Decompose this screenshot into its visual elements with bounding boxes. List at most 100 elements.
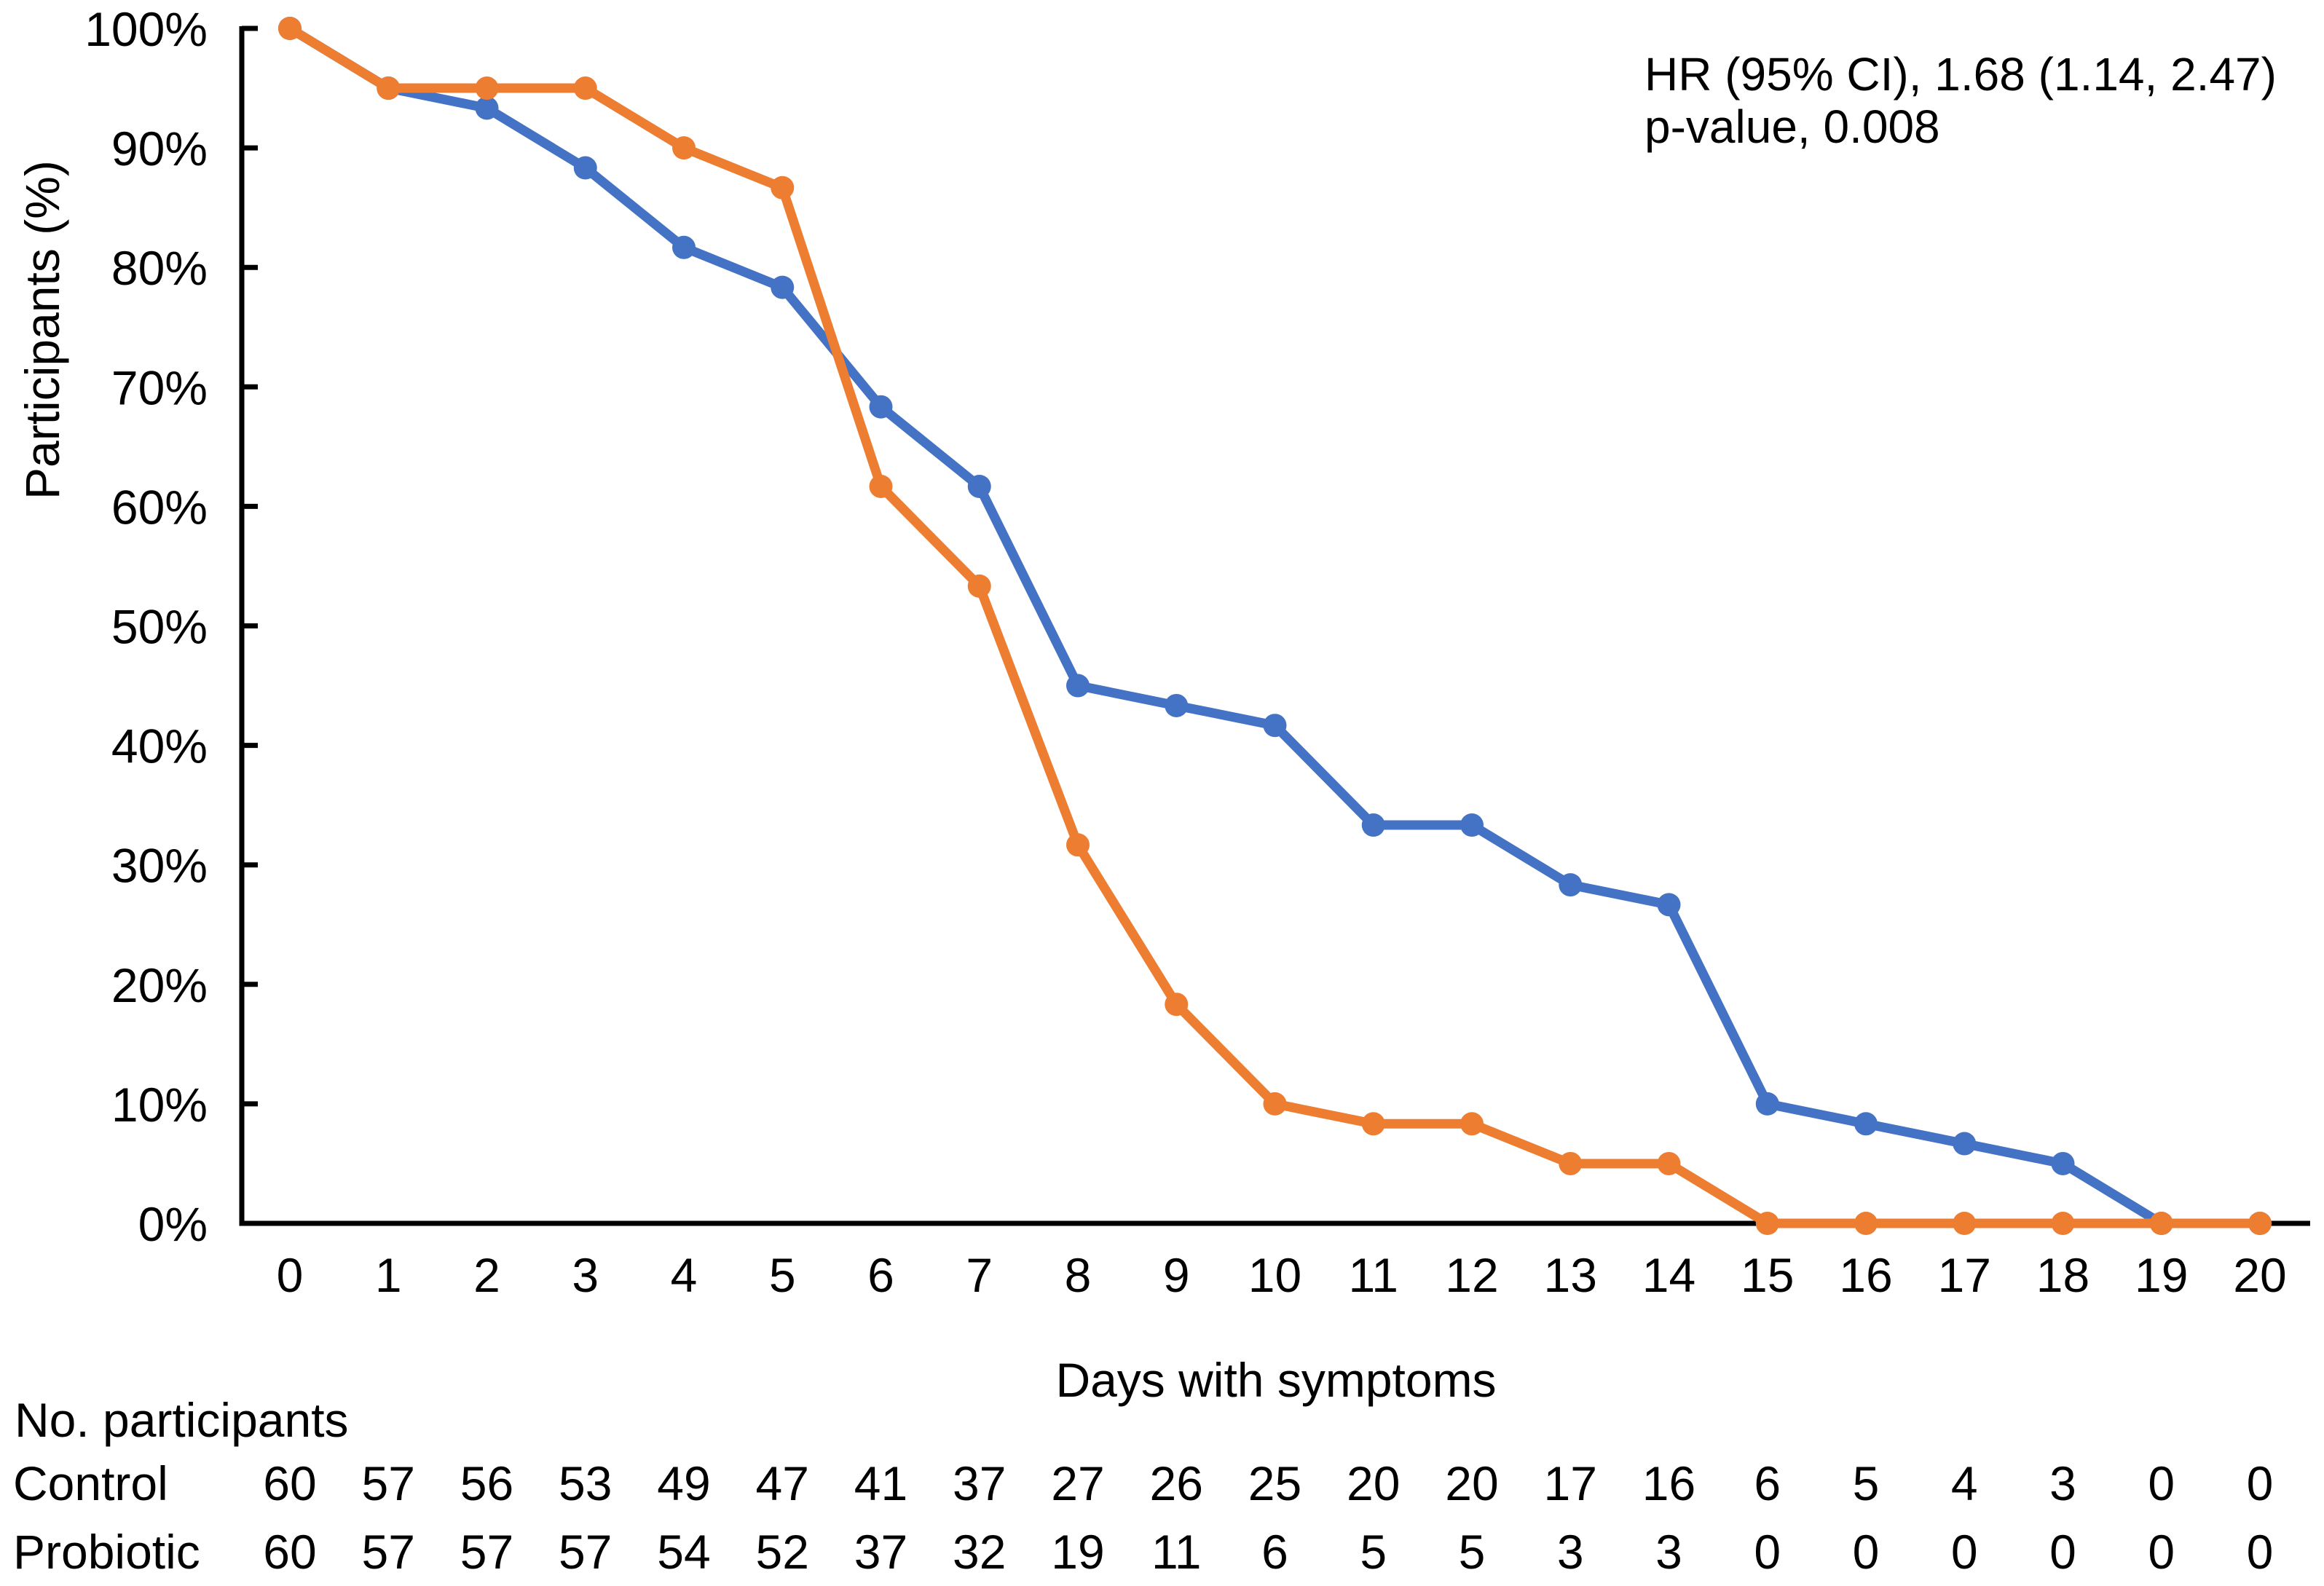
- risk-count-probiotic-day15: 0: [1754, 1525, 1781, 1579]
- x-tick-label: 3: [572, 1248, 599, 1302]
- x-tick-label: 11: [1348, 1248, 1398, 1302]
- risk-count-control-day12: 20: [1445, 1456, 1499, 1510]
- y-tick-label: 20%: [111, 958, 208, 1012]
- risk-count-control-day18: 3: [2049, 1456, 2076, 1510]
- risk-count-probiotic-day20: 0: [2246, 1525, 2274, 1579]
- x-tick-label: 9: [1163, 1248, 1190, 1302]
- control-marker: [1165, 693, 1189, 717]
- p-value-text: p-value, 0.008: [1644, 100, 1940, 153]
- risk-count-control-day17: 4: [1950, 1456, 1978, 1510]
- risk-count-probiotic-day18: 0: [2049, 1525, 2076, 1579]
- y-tick-label: 40%: [111, 719, 208, 773]
- control-marker: [1066, 674, 1090, 698]
- x-tick-label: 5: [769, 1248, 796, 1302]
- control-marker: [1460, 813, 1484, 837]
- probiotic-marker: [1755, 1212, 1779, 1235]
- probiotic-marker: [1361, 1112, 1385, 1136]
- probiotic-marker: [278, 17, 302, 40]
- control-marker: [573, 156, 597, 180]
- risk-count-probiotic-day4: 54: [657, 1525, 711, 1579]
- control-line: [285, 23, 2265, 1228]
- risk-row-label-probiotic: Probiotic: [13, 1525, 200, 1579]
- probiotic-marker: [1854, 1212, 1878, 1235]
- probiotic-marker: [2248, 1212, 2272, 1235]
- risk-count-probiotic-day12: 5: [1458, 1525, 1486, 1579]
- risk-count-probiotic-day16: 0: [1852, 1525, 1880, 1579]
- risk-count-control-day6: 41: [854, 1456, 908, 1510]
- risk-count-probiotic-day19: 0: [2148, 1525, 2175, 1579]
- risk-count-control-day5: 47: [755, 1456, 809, 1510]
- risk-count-control-day3: 53: [559, 1456, 612, 1510]
- risk-count-probiotic-day17: 0: [1950, 1525, 1978, 1579]
- control-marker: [967, 474, 991, 498]
- control-marker: [672, 235, 696, 259]
- probiotic-marker: [1460, 1112, 1484, 1136]
- risk-count-probiotic-day11: 5: [1360, 1525, 1387, 1579]
- probiotic-marker: [1559, 1151, 1583, 1175]
- x-tick-label: 13: [1544, 1248, 1597, 1302]
- risk-count-probiotic-day3: 57: [559, 1525, 612, 1579]
- risk-count-probiotic-day7: 32: [953, 1525, 1007, 1579]
- risk-count-probiotic-day5: 52: [755, 1525, 809, 1579]
- control-marker: [1361, 813, 1385, 837]
- probiotic-marker: [869, 474, 893, 498]
- x-tick-label: 16: [1839, 1248, 1892, 1302]
- probiotic-marker: [1066, 833, 1090, 857]
- control-marker: [1854, 1112, 1878, 1136]
- x-tick-label: 8: [1065, 1248, 1092, 1302]
- probiotic-marker: [771, 175, 795, 200]
- y-tick-label: 70%: [111, 360, 208, 414]
- x-tick-label: 12: [1445, 1248, 1498, 1302]
- probiotic-marker: [672, 136, 696, 160]
- probiotic-line: [285, 23, 2265, 1228]
- risk-row-control: Control 60 57 56 53 49 47 41 37 27 26 25 20 20 17 16 6 5…: [0, 1458, 2324, 1509]
- x-tick-label: 15: [1741, 1248, 1794, 1302]
- risk-count-control-day0: 60: [263, 1456, 317, 1510]
- y-tick-label: 90%: [111, 122, 208, 175]
- y-tick-label: 10%: [111, 1078, 208, 1132]
- x-tick-label: 0: [277, 1248, 304, 1302]
- probiotic-marker: [475, 76, 499, 100]
- probiotic-marker: [967, 574, 991, 598]
- x-tick-label: 18: [2036, 1248, 2089, 1302]
- risk-count-control-day20: 0: [2246, 1456, 2274, 1510]
- x-tick-label: 14: [1642, 1248, 1695, 1302]
- risk-count-control-day7: 37: [953, 1456, 1007, 1510]
- probiotic-marker: [1953, 1212, 1977, 1235]
- probiotic-marker: [2149, 1212, 2173, 1235]
- x-tick-label: 19: [2135, 1248, 2188, 1302]
- control-marker: [1657, 893, 1681, 917]
- risk-count-probiotic-day1: 57: [361, 1525, 415, 1579]
- risk-count-probiotic-day0: 60: [263, 1525, 317, 1579]
- risk-count-control-day11: 20: [1347, 1456, 1401, 1510]
- risk-count-control-day15: 6: [1754, 1456, 1781, 1510]
- risk-count-probiotic-day8: 19: [1051, 1525, 1105, 1579]
- risk-count-control-day14: 16: [1642, 1456, 1696, 1510]
- probiotic-marker: [1165, 993, 1189, 1017]
- y-tick-label: 50%: [111, 600, 208, 654]
- control-marker: [2051, 1151, 2075, 1175]
- risk-count-control-day16: 5: [1852, 1456, 1880, 1510]
- risk-count-control-day1: 57: [361, 1456, 415, 1510]
- x-tick-label: 20: [2233, 1248, 2286, 1302]
- control-marker: [1953, 1132, 1977, 1156]
- y-tick-label: 100%: [84, 2, 208, 56]
- x-tick-label: 4: [671, 1248, 698, 1302]
- risk-count-probiotic-day13: 3: [1556, 1525, 1584, 1579]
- risk-row-probiotic: Probiotic 60 57 57 57 54 52 37 32 19 11 6 5 5 3 3 0 0 0 0 0…: [0, 1526, 2324, 1577]
- y-tick-label: 0%: [138, 1197, 208, 1251]
- y-tick-label: 80%: [111, 241, 208, 295]
- risk-count-probiotic-day14: 3: [1655, 1525, 1682, 1579]
- probiotic-marker: [2051, 1212, 2075, 1235]
- x-tick-label: 6: [867, 1248, 894, 1302]
- risk-row-label-control: Control: [13, 1456, 168, 1510]
- control-marker: [869, 395, 893, 419]
- risk-count-control-day8: 27: [1051, 1456, 1105, 1510]
- probiotic-marker: [1657, 1151, 1681, 1175]
- risk-count-control-day9: 26: [1149, 1456, 1203, 1510]
- x-axis-title: Days with symptoms: [1055, 1353, 1497, 1407]
- probiotic-marker: [1263, 1092, 1287, 1116]
- x-tick-label: 10: [1248, 1248, 1301, 1302]
- risk-count-control-day4: 49: [657, 1456, 711, 1510]
